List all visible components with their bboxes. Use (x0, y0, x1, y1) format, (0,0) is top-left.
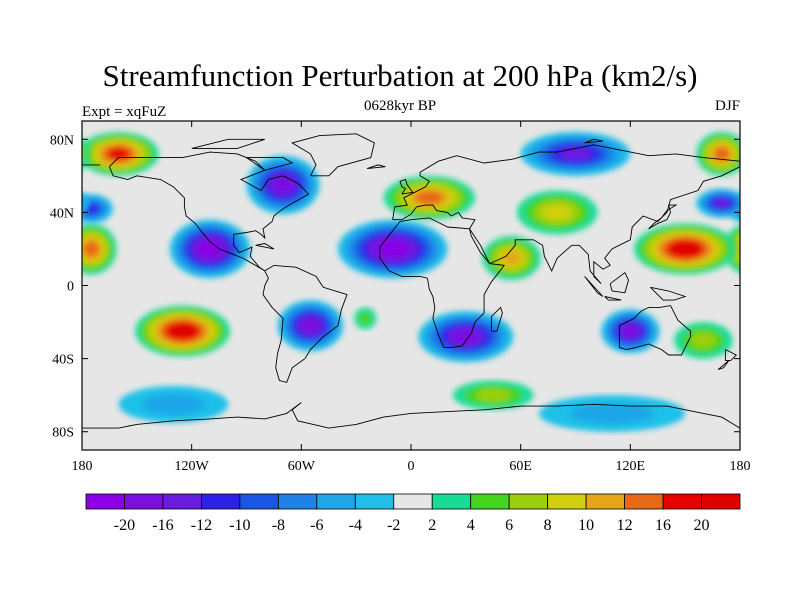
colorbar-box (162, 493, 202, 510)
coastline-segment-6 (379, 217, 506, 349)
field-anomaly-12 (517, 190, 598, 235)
colorbar-box (124, 493, 164, 510)
lat-tick-label: 80N (50, 133, 74, 148)
coastline-segment-1 (291, 133, 375, 177)
coastline-segment-16 (399, 178, 414, 195)
colorbar-label: -6 (310, 517, 323, 534)
lon-tick-label: 120W (175, 459, 210, 474)
lat-tick-label: 40S (52, 353, 74, 368)
colorbar-label: -8 (272, 517, 285, 534)
coastline-segment-19 (366, 164, 386, 169)
latitude-axis: 80N 40N 0 40S 80S (50, 133, 740, 441)
field-anomaly-3 (135, 305, 231, 357)
colorbar-label: -2 (387, 517, 400, 534)
colorbar-label: 12 (617, 517, 633, 534)
lon-tick-label: 120E (616, 459, 646, 474)
field-anomaly-19 (118, 386, 229, 423)
coastline-segment-14 (650, 286, 687, 301)
field-anomaly-17 (453, 380, 534, 410)
lon-tick-label: 180 (730, 459, 751, 474)
field-anomaly-21 (674, 322, 733, 359)
colorbar-label: 16 (655, 517, 671, 534)
coastline-segment-0 (108, 151, 310, 272)
coastline-segment-7 (490, 306, 503, 332)
coastline-segment-8 (618, 305, 692, 356)
colorbar: -20 -16 -12 -10 -8 -6 -4 -2 2 4 6 8 10 12 16 20 (85, 493, 741, 534)
lat-tick-label: 80S (52, 426, 74, 441)
coastline-segment-10 (717, 360, 730, 371)
colorbar-box (239, 493, 279, 510)
colorbar-box (585, 493, 625, 510)
field-anomaly-0 (82, 131, 740, 176)
season-label: DJF (714, 98, 740, 114)
coastline-segment-3 (392, 144, 740, 220)
colorbar-label: 2 (428, 517, 436, 534)
plot-title: Streamfunction Perturbation at 200 hPa (… (102, 58, 698, 93)
colorbar-label: 4 (467, 517, 475, 534)
time-label: 0628kyr BP (363, 98, 437, 114)
coastline-segment-21 (246, 157, 294, 171)
colorbar-box (393, 493, 433, 510)
colorbar-label: 6 (505, 517, 513, 534)
field-anomaly-6 (277, 300, 344, 352)
coastline-segment-18 (255, 243, 275, 250)
colorbar-box (624, 493, 664, 510)
coastline-segment-13 (604, 296, 622, 301)
colorbar-box (547, 493, 587, 510)
colorbar-label: 8 (544, 517, 552, 534)
longitude-axis: 180 120W 60W 0 60E 120E 180 (72, 121, 751, 474)
colorbar-label: -12 (191, 517, 212, 534)
field-anomaly-20 (354, 307, 377, 330)
colorbar-box (701, 493, 741, 510)
coastline-segment-15 (648, 204, 678, 230)
field-anomaly-18 (538, 395, 686, 432)
colorbar-box (662, 493, 702, 510)
lon-tick-label: 60W (288, 459, 316, 474)
coastline-segment-5 (392, 166, 740, 285)
lat-tick-label: 40N (50, 206, 74, 221)
lon-tick-label: 180 (72, 459, 93, 474)
coastline-segment-11 (609, 272, 629, 294)
colorbar-box (508, 493, 549, 510)
colorbar-label: -4 (349, 517, 362, 534)
colorbar-box (316, 493, 356, 510)
colorbar-box (431, 493, 472, 510)
field-anomaly-7 (337, 219, 448, 279)
coastline-segment-17 (82, 402, 740, 429)
coastline-segment-2 (262, 264, 348, 383)
lon-tick-label: 60E (509, 459, 532, 474)
field-anomaly-11 (520, 131, 631, 176)
coastline-segment-22 (584, 138, 603, 144)
colorbar-box (354, 493, 395, 510)
colorbar-label: 20 (694, 517, 710, 534)
coastlines (82, 133, 740, 429)
coastline-segment-20 (191, 138, 265, 149)
coastline-segment-9 (724, 349, 738, 361)
colorbar-label: 10 (578, 517, 594, 534)
colorbar-label: -20 (114, 517, 135, 534)
field-anomaly-15 (82, 188, 740, 218)
lat-tick-label: 0 (67, 280, 74, 295)
colorbar-box (201, 493, 241, 510)
colorbar-label: -16 (152, 517, 173, 534)
coastline-segment-12 (584, 276, 604, 297)
lon-tick-label: 0 (408, 459, 415, 474)
colorbar-box (85, 493, 125, 510)
colorbar-box (277, 493, 318, 510)
colorbar-label: -10 (229, 517, 250, 534)
field-anomaly-13 (633, 223, 737, 275)
experiment-label: Expt = xqFuZ (82, 104, 167, 120)
colorbar-box (470, 493, 510, 510)
